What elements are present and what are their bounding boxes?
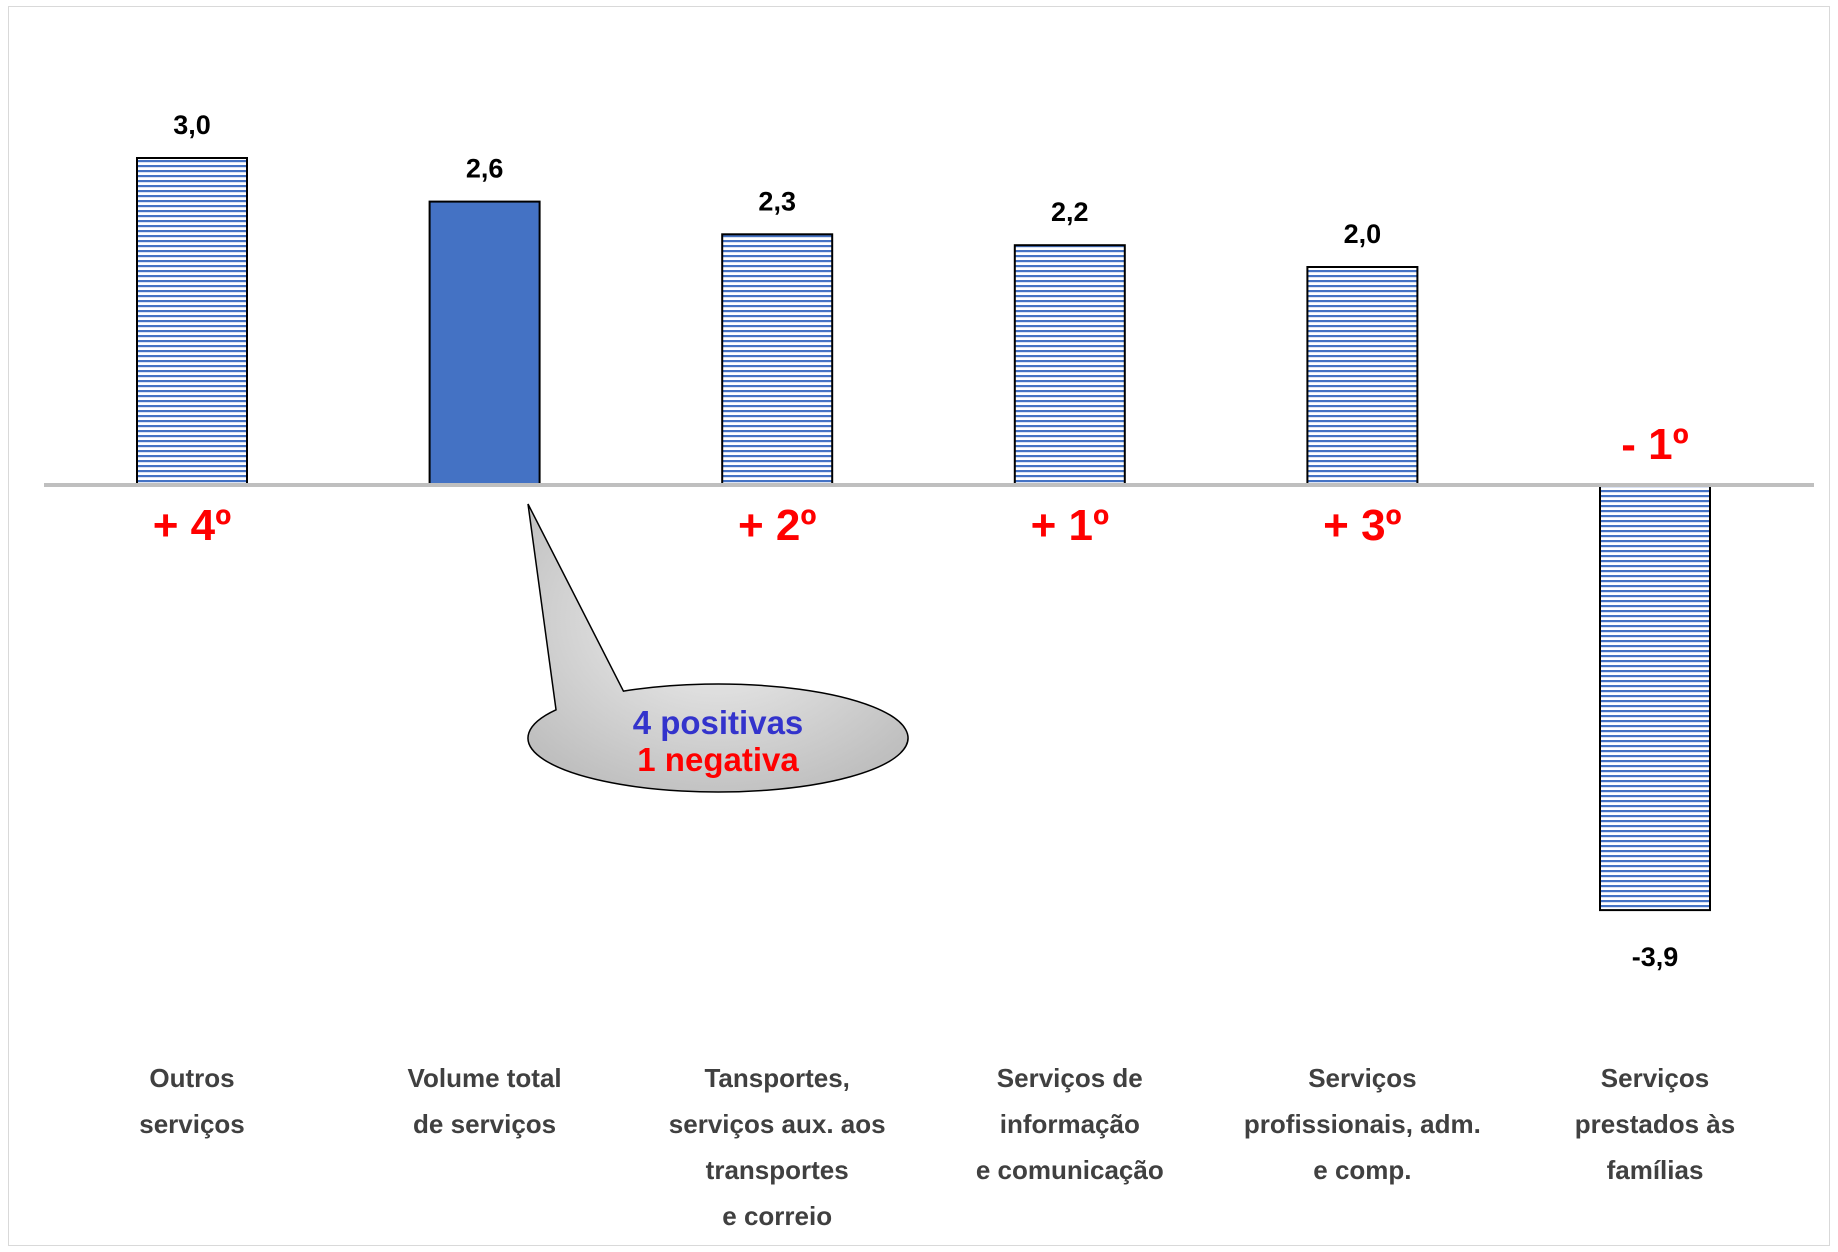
- category-label-1: Outros serviços: [139, 1063, 245, 1139]
- bar-2: [428, 200, 541, 486]
- callout-bubble: [527, 503, 909, 793]
- callout-annotation: 4 positivas 1 negativa: [527, 503, 909, 793]
- value-label-3: 2,3: [758, 186, 796, 216]
- category-label-4: Serviços de informação e comunicação: [976, 1063, 1164, 1185]
- category-label-5: Serviços profissionais, adm. e comp.: [1244, 1063, 1481, 1185]
- bar-3: [721, 233, 834, 486]
- category-label-6: Serviços prestados às famílias: [1575, 1063, 1735, 1185]
- labels-layer: 3,0 + 4º Outros serviços 2,6 Volume total de s…: [139, 110, 1735, 1231]
- chart-frame: [8, 6, 1830, 1246]
- value-label-4: 2,2: [1051, 197, 1089, 227]
- rank-label-4: + 1º: [1031, 501, 1109, 550]
- bar-1: [136, 157, 248, 486]
- rank-label-1: + 4º: [153, 501, 231, 550]
- value-label-2: 2,6: [466, 154, 504, 184]
- rank-label-6: - 1º: [1621, 420, 1688, 469]
- callout-positive-text: 4 positivas: [633, 704, 804, 741]
- rank-label-5: + 3º: [1323, 501, 1401, 550]
- category-label-3: Tansportes, serviços aux. aos transportes e…: [669, 1063, 886, 1231]
- bar-6: [1599, 484, 1711, 912]
- value-label-5: 2,0: [1344, 219, 1382, 249]
- value-label-6: -3,9: [1632, 942, 1679, 972]
- value-label-1: 3,0: [173, 110, 211, 140]
- category-label-2: Volume total de serviços: [408, 1063, 562, 1139]
- callout-negative-text: 1 negativa: [637, 741, 799, 778]
- bars-layer: [136, 157, 1711, 912]
- bar-4: [1013, 244, 1126, 486]
- bar-5: [1306, 266, 1419, 486]
- rank-label-3: + 2º: [738, 501, 816, 550]
